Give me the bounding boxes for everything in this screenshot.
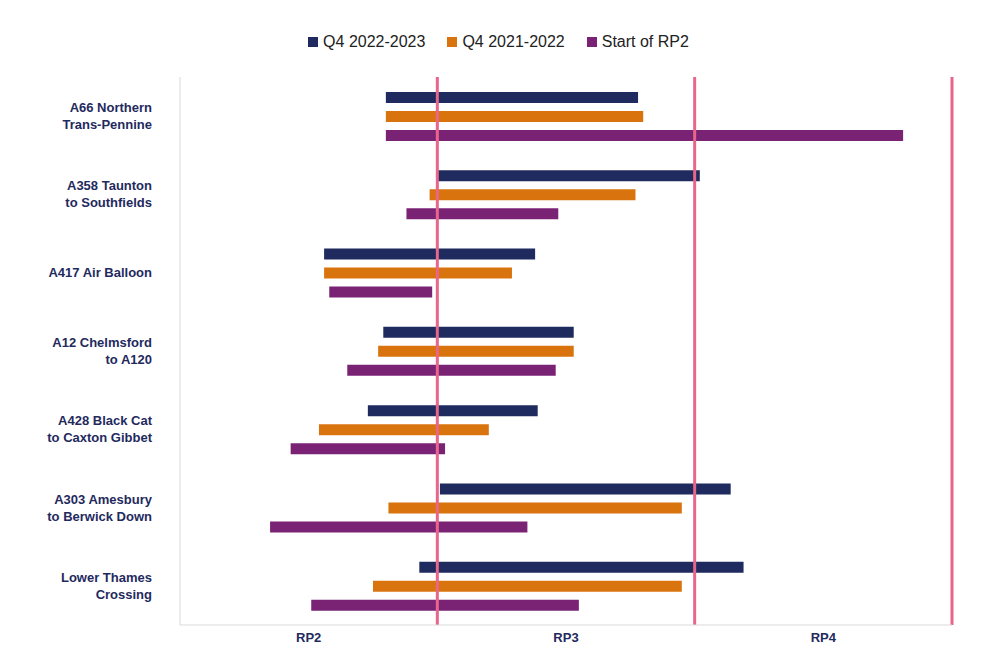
svg-text:A303 Amesburyto Berwick Down: A303 Amesburyto Berwick Down bbox=[47, 492, 153, 524]
svg-text:A12 Chelmsfordto A120: A12 Chelmsfordto A120 bbox=[52, 335, 152, 367]
svg-text:RP2: RP2 bbox=[296, 630, 321, 645]
svg-text:RP4: RP4 bbox=[811, 630, 837, 645]
html-text:Q4 2021-2022: Q4 2021-2022 bbox=[462, 33, 565, 50]
svg-text:A66 NorthernTrans-Pennine: A66 NorthernTrans-Pennine bbox=[62, 100, 152, 132]
svg-text:A358 Tauntonto Southfields: A358 Tauntonto Southfields bbox=[65, 178, 152, 210]
svg-text:A417 Air Balloon: A417 Air Balloon bbox=[48, 265, 152, 280]
html-text:Q4 2022-2023: Q4 2022-2023 bbox=[323, 33, 426, 50]
svg-text:A428 Black Catto Caxton Gibbet: A428 Black Catto Caxton Gibbet bbox=[47, 413, 152, 445]
html-text:Start of RP2: Start of RP2 bbox=[601, 33, 689, 50]
svg-text:RP3: RP3 bbox=[553, 630, 578, 645]
svg-text:Lower ThamesCrossing: Lower ThamesCrossing bbox=[61, 570, 152, 602]
